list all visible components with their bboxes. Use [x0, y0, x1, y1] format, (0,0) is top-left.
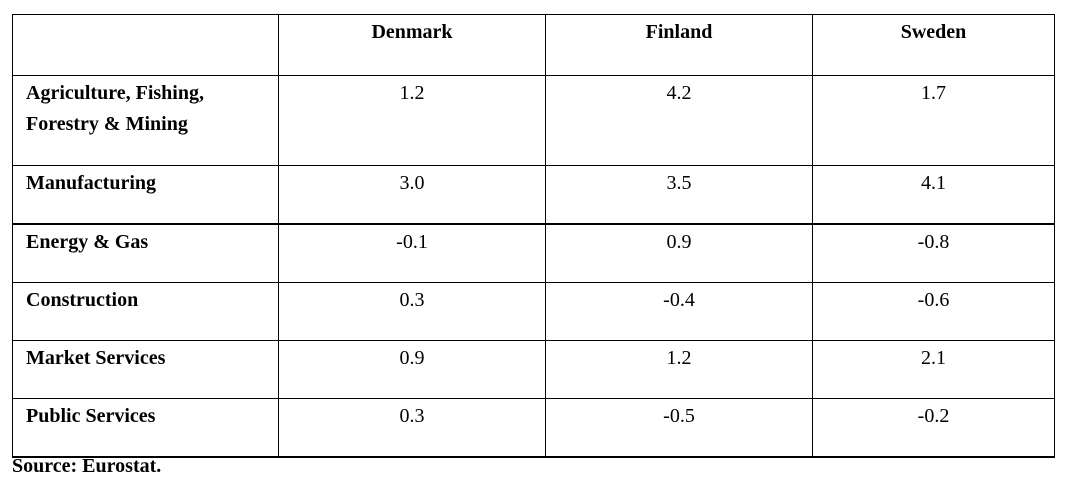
cell-finland: 4.2: [545, 75, 813, 166]
row-label: Manufacturing: [12, 165, 279, 225]
cell-finland: 1.2: [545, 340, 813, 399]
table-row-public-services: Public Services 0.3 -0.5 -0.2: [12, 398, 1055, 458]
cell-denmark: -0.1: [278, 223, 546, 283]
cell-finland: 3.5: [545, 165, 813, 225]
cell-finland: -0.5: [545, 398, 813, 458]
table-row-energy-gas: Energy & Gas -0.1 0.9 -0.8: [12, 223, 1055, 283]
cell-denmark: 1.2: [278, 75, 546, 166]
cell-denmark: 0.3: [278, 398, 546, 458]
row-label: Construction: [12, 282, 279, 341]
cell-sweden: -0.6: [812, 282, 1055, 341]
table-header-row: Denmark Finland Sweden: [12, 14, 1055, 76]
sector-growth-table: Denmark Finland Sweden Agriculture, Fish…: [12, 14, 1055, 458]
row-label: Market Services: [12, 340, 279, 399]
cell-sweden: -0.8: [812, 223, 1055, 283]
column-header-denmark: Denmark: [278, 14, 546, 76]
row-label: Energy & Gas: [12, 223, 279, 283]
row-label: Public Services: [12, 398, 279, 458]
cell-finland: 0.9: [545, 223, 813, 283]
column-header-sweden: Sweden: [812, 14, 1055, 76]
cell-denmark: 0.9: [278, 340, 546, 399]
cell-sweden: 2.1: [812, 340, 1055, 399]
cell-finland: -0.4: [545, 282, 813, 341]
cell-denmark: 3.0: [278, 165, 546, 225]
cell-sweden: 4.1: [812, 165, 1055, 225]
cell-denmark: 0.3: [278, 282, 546, 341]
row-label: Agriculture, Fishing, Forestry & Mining: [12, 75, 279, 166]
table-row-manufacturing: Manufacturing 3.0 3.5 4.1: [12, 165, 1055, 225]
cell-sweden: -0.2: [812, 398, 1055, 458]
source-note: Source: Eurostat.: [12, 455, 162, 477]
table-row-construction: Construction 0.3 -0.4 -0.6: [12, 282, 1055, 341]
table-row-agriculture: Agriculture, Fishing, Forestry & Mining …: [12, 75, 1055, 166]
header-corner-cell: [12, 14, 279, 76]
cell-sweden: 1.7: [812, 75, 1055, 166]
column-header-finland: Finland: [545, 14, 813, 76]
table-row-market-services: Market Services 0.9 1.2 2.1: [12, 340, 1055, 399]
